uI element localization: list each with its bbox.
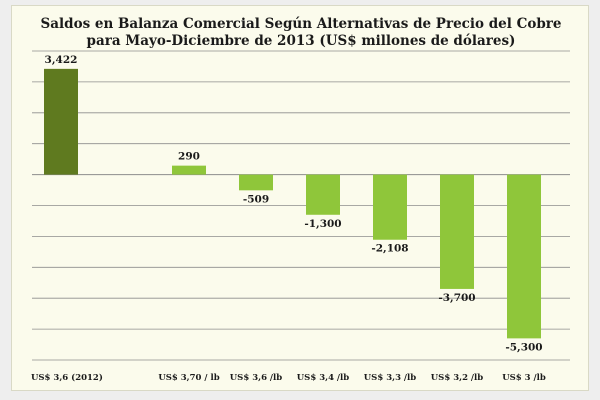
x-tick-label-4: US$ 3,4 /lb — [297, 373, 350, 383]
bar-value-label-6: -3,700 — [438, 292, 475, 304]
bar-value-label-4: -1,300 — [304, 218, 341, 230]
bar-2 — [172, 165, 206, 175]
bar-7 — [507, 174, 541, 339]
chart-title-line-2: para Mayo-Diciembre de 2013 (US$ millone… — [86, 33, 516, 49]
x-tick-label-6: US$ 3,2 /lb — [431, 373, 484, 383]
bar-value-label-1: 3,422 — [45, 54, 78, 66]
chart-frame: Saldos en Balanza Comercial Según Altern… — [11, 5, 589, 391]
bar-value-label-5: -2,108 — [371, 243, 408, 255]
bar-6 — [440, 174, 474, 289]
x-tick-label-1: US$ 3,6 (2012) — [31, 372, 103, 383]
bar-1 — [44, 68, 78, 175]
bar-3 — [239, 174, 273, 191]
bar-4 — [306, 174, 340, 215]
bar-chart: 3,422 US$ 3,6 (2012) 290 US$ 3,70 / lb -509 U… — [31, 50, 570, 383]
x-tick-label-2: US$ 3,70 / lb — [158, 373, 219, 383]
bar-value-label-7: -5,300 — [505, 341, 542, 353]
x-tick-label-7: US$ 3 /lb — [502, 373, 546, 383]
bar-value-label-2: 290 — [178, 151, 200, 163]
x-tick-label-3: US$ 3,6 /lb — [230, 373, 283, 383]
x-tick-label-5: US$ 3,3 /lb — [364, 373, 417, 383]
bar-value-label-3: -509 — [243, 193, 269, 205]
chart-title-line-1: Saldos en Balanza Comercial Según Altern… — [40, 16, 562, 32]
bar-5 — [373, 174, 407, 240]
chart-title: Saldos en Balanza Comercial Según Altern… — [12, 16, 590, 50]
